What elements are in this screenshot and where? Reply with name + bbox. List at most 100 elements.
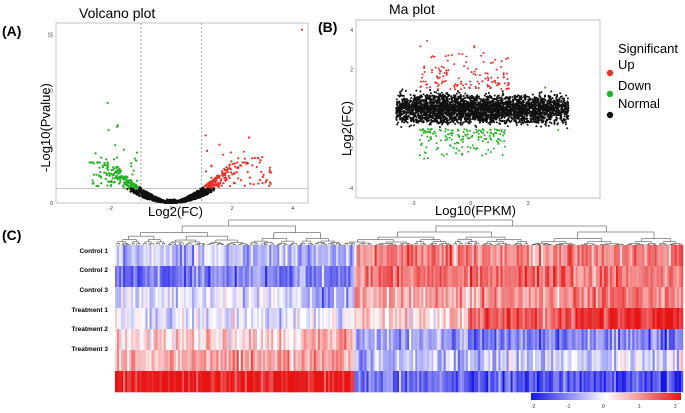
ma-point: [523, 112, 526, 115]
ma-point: [560, 118, 563, 121]
ma-point: [560, 114, 563, 117]
ma-point: [463, 111, 466, 114]
ma-point: [484, 115, 487, 118]
volcano-point: [143, 194, 146, 197]
volcano-point: [108, 174, 111, 177]
ma-point: [507, 114, 510, 117]
ma-point: [410, 97, 413, 100]
volcano-title: Volcano plot: [79, 5, 156, 21]
volcano-point: [130, 165, 133, 168]
ma-point: [396, 110, 399, 113]
ma-point: [556, 93, 559, 96]
ma-point: [438, 101, 441, 104]
volcano-ytick: 15: [47, 32, 53, 38]
ma-point: [431, 103, 434, 106]
ma-point: [547, 124, 550, 127]
ma-point: [521, 119, 524, 122]
ma-point: [469, 95, 472, 98]
ma-point: [459, 100, 462, 103]
volcano-point: [145, 192, 148, 195]
volcano-point: [214, 176, 217, 179]
ma-point: [547, 107, 550, 110]
ma-point: [402, 111, 405, 114]
ma-point: [558, 112, 561, 115]
volcano-point: [203, 185, 206, 188]
ma-point: [512, 107, 515, 110]
volcano-point: [210, 180, 213, 183]
ma-point: [455, 105, 458, 108]
volcano-point: [234, 165, 237, 168]
ma-point: [536, 116, 539, 119]
ma-point: [552, 106, 555, 109]
volcano-point: [126, 183, 129, 186]
ma-point: [554, 112, 557, 115]
ma-point: [535, 97, 538, 100]
ma-point: [451, 114, 454, 117]
ma-point: [489, 105, 492, 108]
ma-point: [495, 106, 498, 109]
ma-point: [408, 106, 411, 109]
ma-point: [458, 110, 461, 113]
ma-point: [468, 120, 471, 123]
volcano-point: [199, 187, 202, 190]
volcano-point: [105, 173, 108, 176]
volcano-point: [163, 200, 166, 203]
ma-point: [509, 100, 512, 103]
ma-point: [532, 114, 535, 117]
ma-point: [459, 123, 462, 126]
ma-point: [415, 119, 418, 122]
volcano-point: [129, 190, 132, 193]
ma-point: [480, 115, 483, 118]
volcano-point: [132, 190, 135, 193]
ma-point: [543, 113, 546, 116]
ma-point: [561, 121, 564, 124]
ma-point: [460, 106, 463, 109]
ma-point: [514, 103, 517, 106]
ma-point: [515, 111, 518, 114]
ma-point: [429, 92, 432, 95]
ma-point: [459, 115, 462, 118]
volcano-point: [261, 181, 264, 185]
ma-point: [512, 113, 515, 116]
ma-point: [533, 105, 536, 108]
ma-point: [559, 116, 562, 119]
ma-point: [565, 113, 568, 116]
volcano-frame: [55, 22, 309, 204]
volcano-point: [124, 177, 127, 180]
ma-point: [544, 111, 547, 114]
volcano-point: [226, 167, 230, 170]
volcano-ytick: 0: [50, 201, 53, 207]
ma-point: [491, 107, 494, 110]
ma-point: [458, 118, 461, 121]
volcano-point: [106, 161, 109, 164]
ma-point: [492, 106, 495, 109]
ma-point: [428, 112, 431, 115]
ma-point: [534, 101, 537, 104]
ma-point: [513, 94, 516, 97]
ma-point: [528, 121, 531, 124]
ma-point: [404, 111, 407, 114]
ma-point: [482, 121, 485, 124]
volcano-point: [169, 199, 172, 202]
ma-point: [415, 89, 418, 92]
ma-point: [518, 101, 521, 104]
ma-point: [417, 114, 420, 117]
ma-point: [498, 96, 501, 99]
volcano-point: [256, 156, 259, 159]
ma-point: [539, 105, 542, 108]
ma-point: [415, 98, 418, 101]
ma-point: [457, 96, 460, 99]
ma-point: [481, 118, 484, 121]
volcano-point: [214, 178, 217, 181]
ma-point: [472, 117, 475, 120]
ma-point: [404, 98, 407, 101]
volcano-point: [119, 169, 122, 172]
ma-point: [408, 103, 411, 106]
ma-point: [460, 103, 463, 106]
volcano-point: [101, 166, 105, 169]
ma-point: [488, 109, 491, 112]
volcano-point: [117, 182, 121, 185]
ma-point: [470, 103, 473, 106]
ma-point: [481, 103, 484, 106]
volcano-ylabel: -Log10(Pvalue): [38, 83, 53, 172]
